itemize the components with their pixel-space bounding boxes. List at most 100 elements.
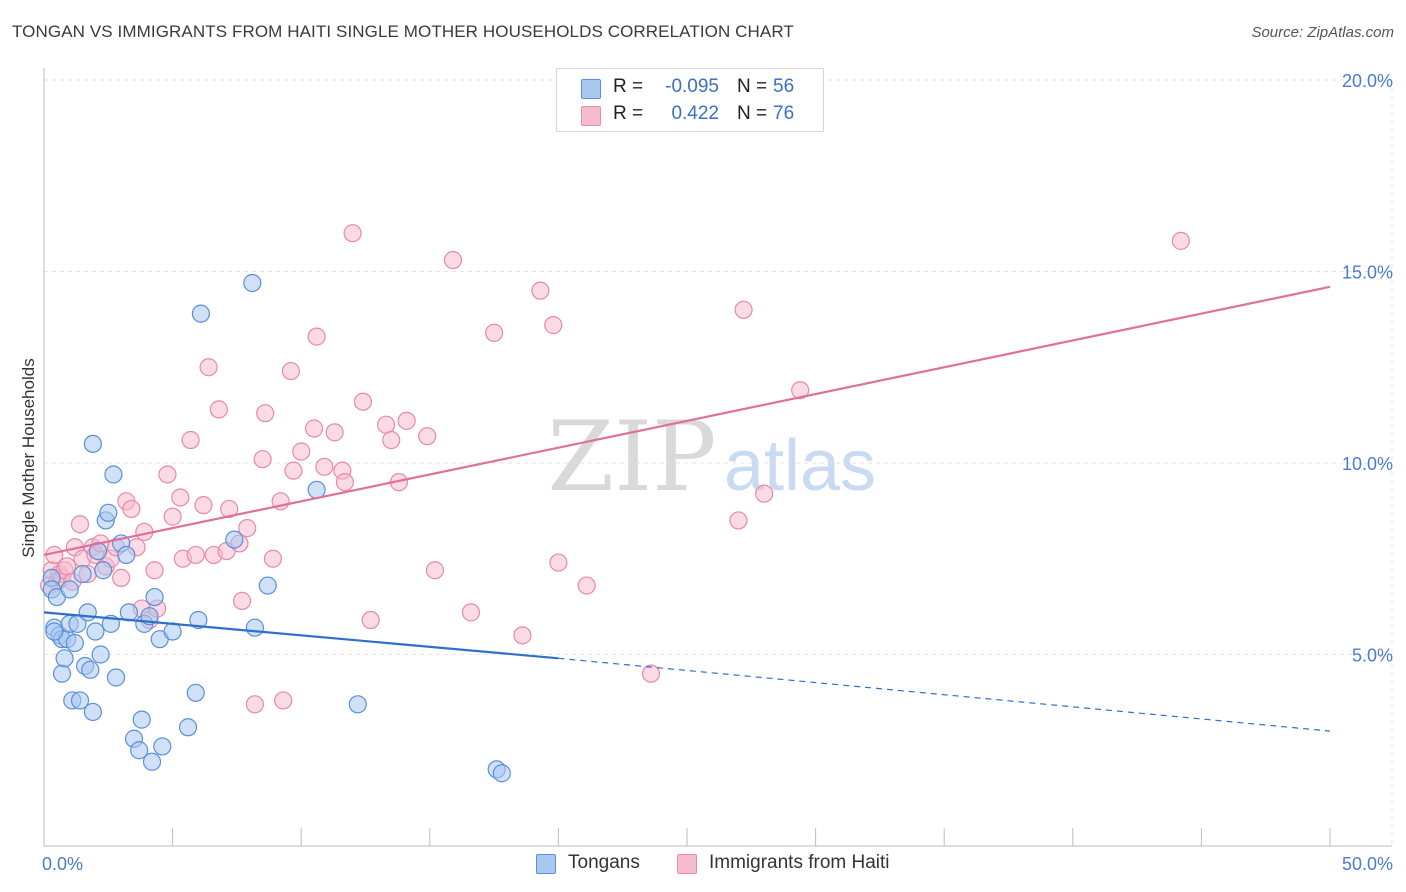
haiti-point xyxy=(485,323,504,342)
chart-title: TONGAN VS IMMIGRANTS FROM HAITI SINGLE M… xyxy=(12,22,794,41)
tongan-point xyxy=(191,304,210,323)
haiti-point xyxy=(194,496,213,515)
tongan-point xyxy=(243,273,262,293)
haiti-point xyxy=(549,553,568,572)
tongan-point xyxy=(73,564,92,584)
x-tick-label: 0.0% xyxy=(42,854,83,874)
tongan-point xyxy=(99,503,118,522)
tongan-point xyxy=(70,691,90,710)
tongan-point xyxy=(83,434,102,453)
haiti-point xyxy=(376,415,396,434)
tongan-point xyxy=(189,610,208,630)
haiti-point xyxy=(220,499,239,519)
series-legend: Tongans Immigrants from Haiti xyxy=(0,852,1406,878)
n-label: N = xyxy=(737,103,768,124)
haiti-point xyxy=(245,695,265,714)
tongan-point xyxy=(492,764,511,783)
n-label: N = xyxy=(737,76,768,97)
tongan-trendline xyxy=(43,611,559,660)
legend-label-haiti: Immigrants from Haiti xyxy=(709,852,890,873)
haiti-point xyxy=(292,442,311,461)
x-tick-label: 50.0% xyxy=(1342,854,1393,874)
r-label: R = xyxy=(613,76,644,97)
y-tick-label: 10.0% xyxy=(1342,454,1393,474)
haiti-point xyxy=(397,411,416,430)
n-value: 76 xyxy=(773,103,795,124)
haiti-point xyxy=(307,327,326,346)
tongan-point xyxy=(52,664,72,683)
legend-swatch-pink xyxy=(677,854,697,874)
haiti-point xyxy=(304,419,324,438)
haiti-point xyxy=(209,400,228,419)
tongan-point xyxy=(186,683,205,702)
tongan-point xyxy=(94,561,113,580)
haiti-point xyxy=(315,457,334,476)
tongan-point xyxy=(245,618,265,637)
legend-label-tongans: Tongans xyxy=(568,852,640,873)
tongan-point xyxy=(91,645,110,664)
tongan-point xyxy=(132,710,151,729)
haiti-point xyxy=(181,430,200,450)
y-tick-label: 20.0% xyxy=(1342,71,1393,91)
haiti-point xyxy=(729,511,748,530)
tongan-point xyxy=(145,587,164,607)
haiti-point xyxy=(186,545,205,565)
haiti-point xyxy=(274,691,293,710)
haiti-point xyxy=(284,461,303,480)
haiti-point xyxy=(232,591,252,610)
tongan-point xyxy=(348,695,367,714)
legend-row-tongans: R = -0.095 N = 56 xyxy=(557,73,823,101)
source-label: Source: ZipAtlas.com xyxy=(1251,24,1394,41)
haiti-point xyxy=(755,484,774,503)
haiti-point xyxy=(544,316,563,335)
tongan-point xyxy=(60,580,79,599)
haiti-point xyxy=(122,499,141,519)
haiti-point xyxy=(256,404,275,423)
y-tick-label: 5.0% xyxy=(1352,646,1393,666)
haiti-point xyxy=(1171,231,1190,250)
haiti-point xyxy=(70,515,90,534)
tongan-point xyxy=(78,603,97,622)
legend-swatch-pink xyxy=(581,106,601,126)
haiti-point xyxy=(641,664,661,683)
haiti-point xyxy=(382,430,401,450)
haiti-point xyxy=(343,224,362,243)
haiti-point xyxy=(253,450,272,469)
tongan-point xyxy=(45,622,64,641)
tongan-point xyxy=(153,737,172,756)
haiti-point xyxy=(734,300,753,319)
tongan-point xyxy=(130,741,149,760)
correlation-legend: R = -0.095 N = 56 R = 0.422 N = 76 xyxy=(556,68,824,132)
haiti-point xyxy=(531,281,550,300)
legend-swatch-blue xyxy=(581,79,601,99)
tongan-point xyxy=(83,702,102,722)
haiti-point xyxy=(425,561,445,580)
tongan-point xyxy=(117,545,136,565)
haiti-point xyxy=(577,576,596,595)
haiti-point xyxy=(461,603,481,622)
haiti-point xyxy=(791,381,810,400)
haiti-point xyxy=(443,250,463,270)
haiti-point xyxy=(238,519,257,538)
legend-swatch-blue xyxy=(536,854,556,874)
haiti-point xyxy=(335,473,355,492)
haiti-point xyxy=(199,358,218,377)
haiti-point xyxy=(145,561,164,580)
r-value: -0.095 xyxy=(665,76,719,97)
haiti-point xyxy=(158,465,177,484)
haiti-point xyxy=(171,488,190,507)
watermark-zip: ZIP xyxy=(547,401,716,513)
r-label: R = xyxy=(613,103,644,124)
r-value: 0.422 xyxy=(671,103,719,124)
n-value: 56 xyxy=(773,76,795,97)
tongan-point xyxy=(163,622,182,641)
tongan-point xyxy=(81,660,100,679)
haiti-point xyxy=(58,557,77,576)
tongan-point xyxy=(104,465,123,484)
watermark-atlas: atlas xyxy=(724,426,876,506)
y-axis-label: Single Mother Households xyxy=(19,358,38,557)
haiti-point xyxy=(513,626,532,645)
tongan-point xyxy=(106,668,126,687)
haiti-trendline xyxy=(43,285,1331,556)
